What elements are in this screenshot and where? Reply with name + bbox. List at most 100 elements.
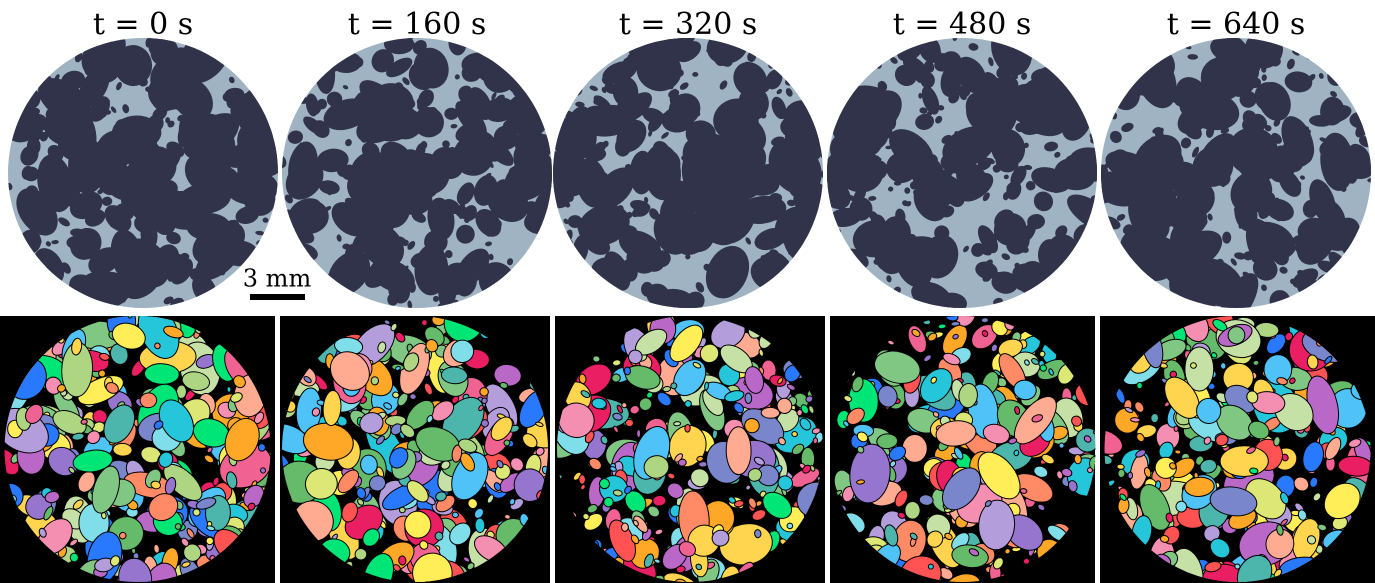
bubble <box>1083 168 1097 182</box>
bubble <box>1234 252 1246 260</box>
bubble <box>926 110 933 116</box>
bubble <box>103 98 110 105</box>
segmented-bubble <box>753 456 765 466</box>
segmented-bubble <box>127 316 134 319</box>
segmented-bubble <box>474 517 486 533</box>
bubble <box>502 118 520 133</box>
bubble <box>166 231 181 245</box>
bubble <box>104 205 132 232</box>
segmented-bubble <box>150 480 162 490</box>
bubble <box>882 93 898 106</box>
bubble <box>969 74 984 91</box>
bubble <box>1319 137 1329 143</box>
bubble <box>643 196 649 204</box>
bubble <box>1222 231 1232 244</box>
bubble <box>868 196 877 201</box>
bubble <box>247 101 260 112</box>
segmented-bubble <box>1204 561 1222 573</box>
bubble <box>299 142 309 151</box>
segmented-bubble <box>1252 359 1260 366</box>
bubble <box>578 204 630 246</box>
segmented-bubble <box>72 499 84 510</box>
segmented-bubble <box>163 325 184 339</box>
segmented-bubble <box>633 515 649 533</box>
bubble <box>243 183 276 216</box>
bubble <box>895 242 933 288</box>
segmented-bubble <box>425 339 439 353</box>
bubble <box>1155 84 1167 93</box>
segmented-bubble <box>954 316 977 327</box>
bubble <box>456 182 475 205</box>
bubble <box>1367 177 1371 183</box>
bubble <box>123 238 170 288</box>
segmented-bubble <box>504 514 511 520</box>
bubble <box>1012 265 1036 294</box>
bubble <box>1290 163 1295 169</box>
segmented-bubble <box>951 544 989 569</box>
segmented-bubble <box>980 317 989 324</box>
bubble <box>475 208 502 237</box>
segmented-bubble <box>662 385 672 393</box>
bubble <box>344 242 364 263</box>
segmented-bubble <box>1071 415 1083 427</box>
segmented-bubble <box>588 457 602 471</box>
segmented-bubble <box>359 412 384 434</box>
bubble <box>1110 149 1130 169</box>
bubble <box>1320 132 1354 191</box>
bubble <box>765 69 783 90</box>
bubble <box>760 112 767 119</box>
segmented-bubble <box>968 548 980 557</box>
segmented-bubble <box>1323 482 1361 520</box>
segmented-bubble <box>1184 476 1215 497</box>
bubble <box>768 139 822 195</box>
bubble <box>918 92 923 99</box>
bubble <box>290 198 322 220</box>
bubble <box>1145 145 1153 154</box>
segmented-bubble <box>109 555 121 567</box>
bubble <box>169 204 176 210</box>
segmented-bubble <box>181 561 191 568</box>
bubble <box>425 89 431 100</box>
bubbles <box>1101 38 1371 308</box>
bubble <box>505 202 518 214</box>
bubble <box>1294 244 1301 253</box>
segmented-bubble <box>1324 436 1342 461</box>
bubble <box>685 254 691 260</box>
bubble <box>101 196 113 206</box>
segmented-bubble <box>377 341 387 354</box>
bubble <box>894 64 917 87</box>
segmented-bubble <box>1031 414 1044 423</box>
bubble <box>342 85 349 90</box>
segmented-bubble <box>362 528 381 547</box>
bubble <box>1292 50 1300 56</box>
segmented-bubble <box>451 444 463 463</box>
segmented-bubble <box>1184 346 1215 392</box>
bubble <box>409 41 416 48</box>
bubble <box>796 162 803 169</box>
segmented-bubble <box>80 418 88 425</box>
bubble <box>214 256 222 264</box>
bubble <box>776 89 783 95</box>
bubble <box>228 219 235 227</box>
segmented-bubble <box>669 324 704 363</box>
bubble <box>575 101 585 108</box>
segmented-bubble <box>1037 503 1046 511</box>
bubble <box>585 235 611 255</box>
segmented-bubble <box>111 322 146 350</box>
bubble <box>679 82 689 90</box>
bubble <box>393 82 404 95</box>
segmented-bubble <box>758 348 764 357</box>
segmented-bubble <box>1119 493 1127 501</box>
bubble <box>114 45 153 87</box>
bubble <box>1294 180 1302 187</box>
segmented-bubble <box>1134 401 1145 413</box>
bubble <box>463 182 472 187</box>
segmented-bubble <box>99 352 110 361</box>
bubble <box>604 82 618 94</box>
bubble <box>255 230 265 236</box>
bubble <box>759 102 766 109</box>
panel-title: t = 480 s <box>893 7 1031 42</box>
segmented-bubble <box>224 417 260 462</box>
bubble <box>163 296 174 305</box>
